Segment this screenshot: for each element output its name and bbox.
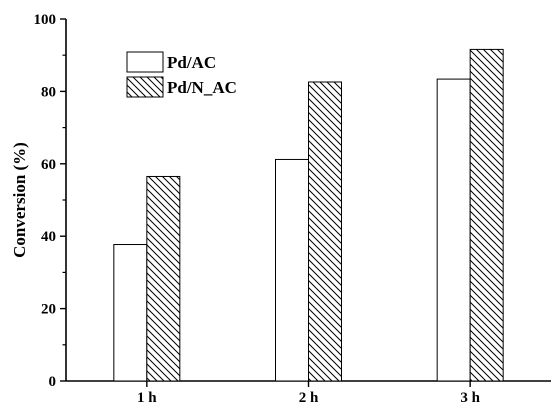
bars (113, 48, 504, 382)
y-axis-label: Conversion (%) (10, 142, 29, 258)
bar-pd-n-ac-1h (146, 175, 181, 382)
y-tick-label: 0 (49, 374, 57, 390)
bar-pd-n-ac-3h (469, 48, 504, 382)
y-tick-label: 100 (34, 12, 57, 28)
y-tick-label: 80 (41, 84, 56, 100)
bar-pd-n-ac-2h (308, 81, 342, 382)
x-tick-label: 1 h (137, 390, 157, 406)
x-tick-label: 3 h (460, 390, 480, 406)
y-ticks: 0 20 40 60 80 100 (34, 12, 66, 390)
y-tick-label: 40 (41, 229, 56, 245)
legend-label: Pd/AC (167, 53, 216, 72)
legend: Pd/AC Pd/N_AC (126, 51, 237, 98)
y-tick-label: 20 (41, 302, 56, 318)
legend-label: Pd/N_AC (167, 78, 237, 97)
bar-pd-ac-3h (436, 78, 471, 382)
x-tick-label: 2 h (299, 390, 319, 406)
y-tick-label: 60 (41, 157, 56, 173)
legend-swatch (126, 51, 164, 73)
legend-swatch (126, 76, 164, 98)
bar-pd-ac-1h (113, 244, 148, 382)
bar-pd-ac-2h (275, 158, 309, 382)
x-ticks: 1 h 2 h 3 h (137, 381, 481, 406)
